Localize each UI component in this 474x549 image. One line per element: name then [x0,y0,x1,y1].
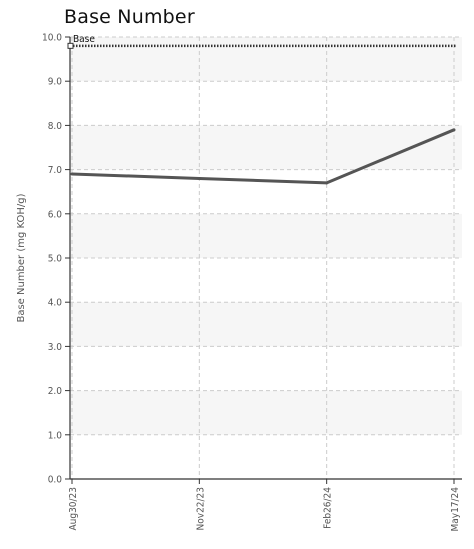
x-tick-label: Aug30/23 [68,487,79,531]
background-band [70,434,462,479]
y-axis-title: Base Number (mg KOH/g) [16,193,27,322]
data-point [452,128,456,132]
series-line [71,128,455,185]
background-band [70,302,462,347]
data-point [325,181,329,185]
y-tick-label: 6.0 [48,209,63,220]
background-band [70,390,462,435]
reference-line-label: Base [73,34,95,45]
x-tick-label: Feb26/24 [323,487,334,529]
tick-labels: 0.0 1.0 2.0 3.0 4.0 5.0 6.0 7.0 8.0 9.0 10.0 Aug30/… [42,33,461,532]
x-tick-label: Nov22/23 [195,487,206,530]
background-band [70,258,462,303]
y-tick-label: 7.0 [48,165,63,176]
background-band [70,213,462,258]
y-tick-label: 5.0 [48,254,63,265]
data-series [70,128,456,185]
data-point [70,172,74,176]
background-band [70,346,462,391]
data-point [197,176,201,180]
y-tick-label: 9.0 [48,77,63,88]
background-band [70,81,462,126]
background-bands [70,37,462,479]
background-band [70,125,462,170]
y-tick-label: 8.0 [48,121,63,132]
x-tick-label: May17/24 [450,487,461,532]
y-tick-label: 2.0 [48,386,63,397]
y-tick-label: 10.0 [42,33,62,44]
y-tick-label: 0.0 [48,475,63,486]
y-tick-label: 4.0 [48,298,63,309]
reference-marker [67,42,74,49]
axes [65,36,462,484]
chart-title: Base Number [64,6,195,28]
y-tick-label: 1.0 [48,430,63,441]
background-band [70,37,462,82]
y-tick-label: 3.0 [48,342,63,353]
reference-lines: Base [67,34,456,49]
